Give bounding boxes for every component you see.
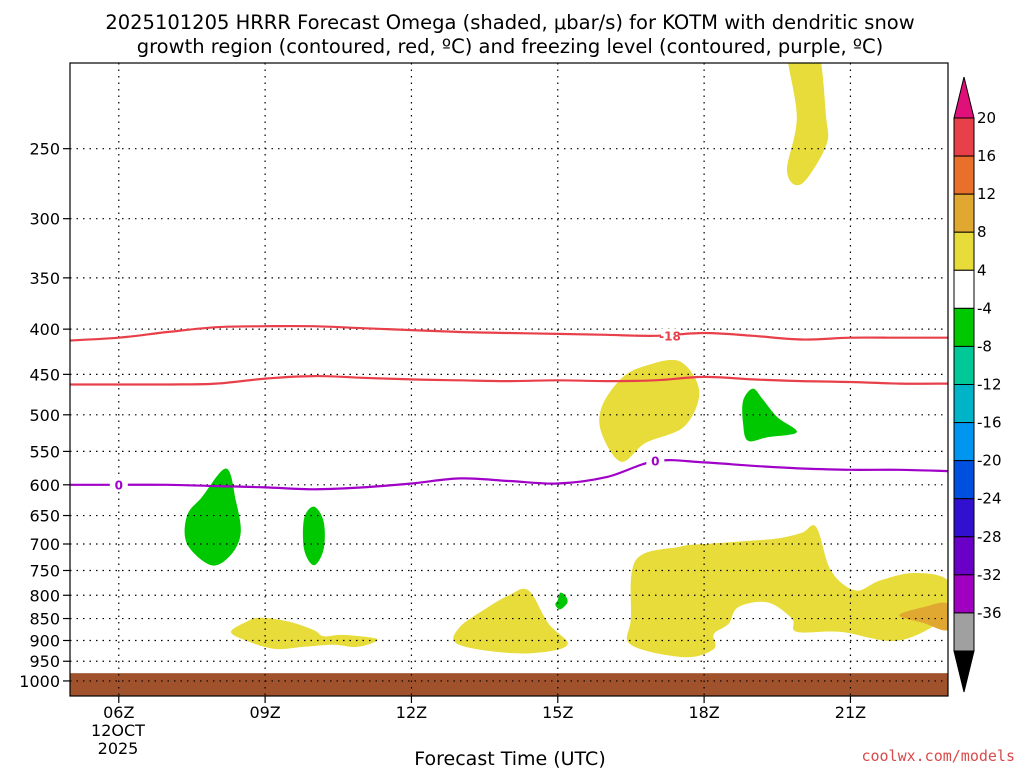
y-tick-label: 500 [29,406,60,425]
chart-title-line1: 2025101205 HRRR Forecast Omega (shaded, … [105,11,914,34]
y-tick-label: 650 [29,507,60,526]
x-axis-label: Forecast Time (UTC) [414,748,605,768]
colorbar-swatch [953,307,975,347]
upward-motion-area [453,588,568,654]
colorbar-swatch [953,345,975,385]
y-tick-label: 850 [29,610,60,629]
y-tick-label: 1000 [19,672,60,691]
x-tick-label: 12Z [396,703,427,722]
colorbar-label: -28 [977,528,1002,546]
downward-motion-area [742,388,797,442]
plot-area [70,63,948,696]
freezing-level-label: 0 [651,455,659,469]
colorbar-swatch [953,498,975,538]
colorbar-label: -20 [977,452,1002,470]
upward-motion-area [786,63,829,186]
upward-motion-area [599,359,700,462]
colorbar-bottom-arrow [953,650,975,693]
dgz-lower-line [69,374,949,386]
colorbar-label: -36 [977,604,1002,622]
y-tick-label: 950 [29,652,60,671]
colorbar-label: -4 [977,299,992,317]
y-tick-label: 550 [29,442,60,461]
dgz-upper-line [69,324,948,342]
colorbar-label: -24 [977,490,1002,508]
axes: 250 300 350 400 450 500 550 600 650 700 750 800 850 9… [19,140,866,722]
colorbar-top-arrow [953,76,975,119]
downward-motion-area [302,506,325,566]
colorbar-swatch [953,155,975,195]
colorbar-swatch [953,117,975,157]
x-tick-label: 15Z [542,703,573,722]
freezing-level-label: 0 [115,478,123,492]
colorbar-swatch [953,460,975,500]
colorbar-label: 12 [977,185,996,203]
x-tick-label: 06Z [103,703,134,722]
colorbar-swatch [953,384,975,424]
chart-title-line2: growth region (contoured, red, ºC) and f… [137,35,884,58]
y-tick-label: 250 [29,140,60,159]
y-tick-label: 750 [29,561,60,580]
x-tick-label: 21Z [835,703,866,722]
x-tick-label: 09Z [249,703,280,722]
y-tick-label: 300 [29,210,60,229]
dgz-upper-label: -18 [659,329,681,343]
date-label-day: 12OCT [91,721,145,740]
upward-motion-area [231,617,378,650]
downward-motion-area [184,468,241,566]
colorbar-label: -12 [977,376,1002,394]
colorbar-label: -32 [977,566,1002,584]
y-tick-label: 800 [29,586,60,605]
y-tick-label: 900 [29,631,60,650]
colorbar-label: 4 [977,261,987,279]
grid [70,63,948,696]
y-tick-label: 400 [29,320,60,339]
y-tick-label: 600 [29,476,60,495]
freezing-level-label-bg [109,477,128,492]
colorbar-swatch [953,231,975,271]
colorbar-label: -16 [977,414,1002,432]
credit-text: coolwx.com/models [861,747,1015,765]
freezing-level-line [69,459,949,491]
plot-frame [69,62,949,697]
y-tick-label: 700 [29,535,60,554]
y-tick-label: 350 [29,269,60,288]
colorbar-label: -8 [977,337,992,355]
colorbar: 20 16 12 8 4 -4 -8 -12 -16 -20 -24 -28 -32 -36 [953,76,1002,693]
date-label-year: 2025 [98,739,139,758]
contours: -18 0 0 [69,324,949,492]
colorbar-swatch [953,536,975,576]
colorbar-swatch [953,422,975,462]
downward-motion-area [555,592,568,610]
colorbar-swatch [953,612,975,652]
colorbar-swatch [953,574,975,614]
freezing-level-label-bg [646,454,665,469]
dgz-upper-label-bg [660,328,679,343]
colorbar-swatch [953,269,975,309]
colorbar-swatch [953,193,975,233]
x-tick-label: 18Z [688,703,719,722]
surface-ground [70,673,948,696]
upward-motion-area [626,525,948,658]
colorbar-label: 16 [977,147,996,165]
colorbar-label: 8 [977,223,987,241]
shaded-regions [70,63,948,696]
y-tick-label: 450 [29,365,60,384]
strong-upward-motion-area [899,602,948,631]
colorbar-label: 20 [977,109,996,127]
